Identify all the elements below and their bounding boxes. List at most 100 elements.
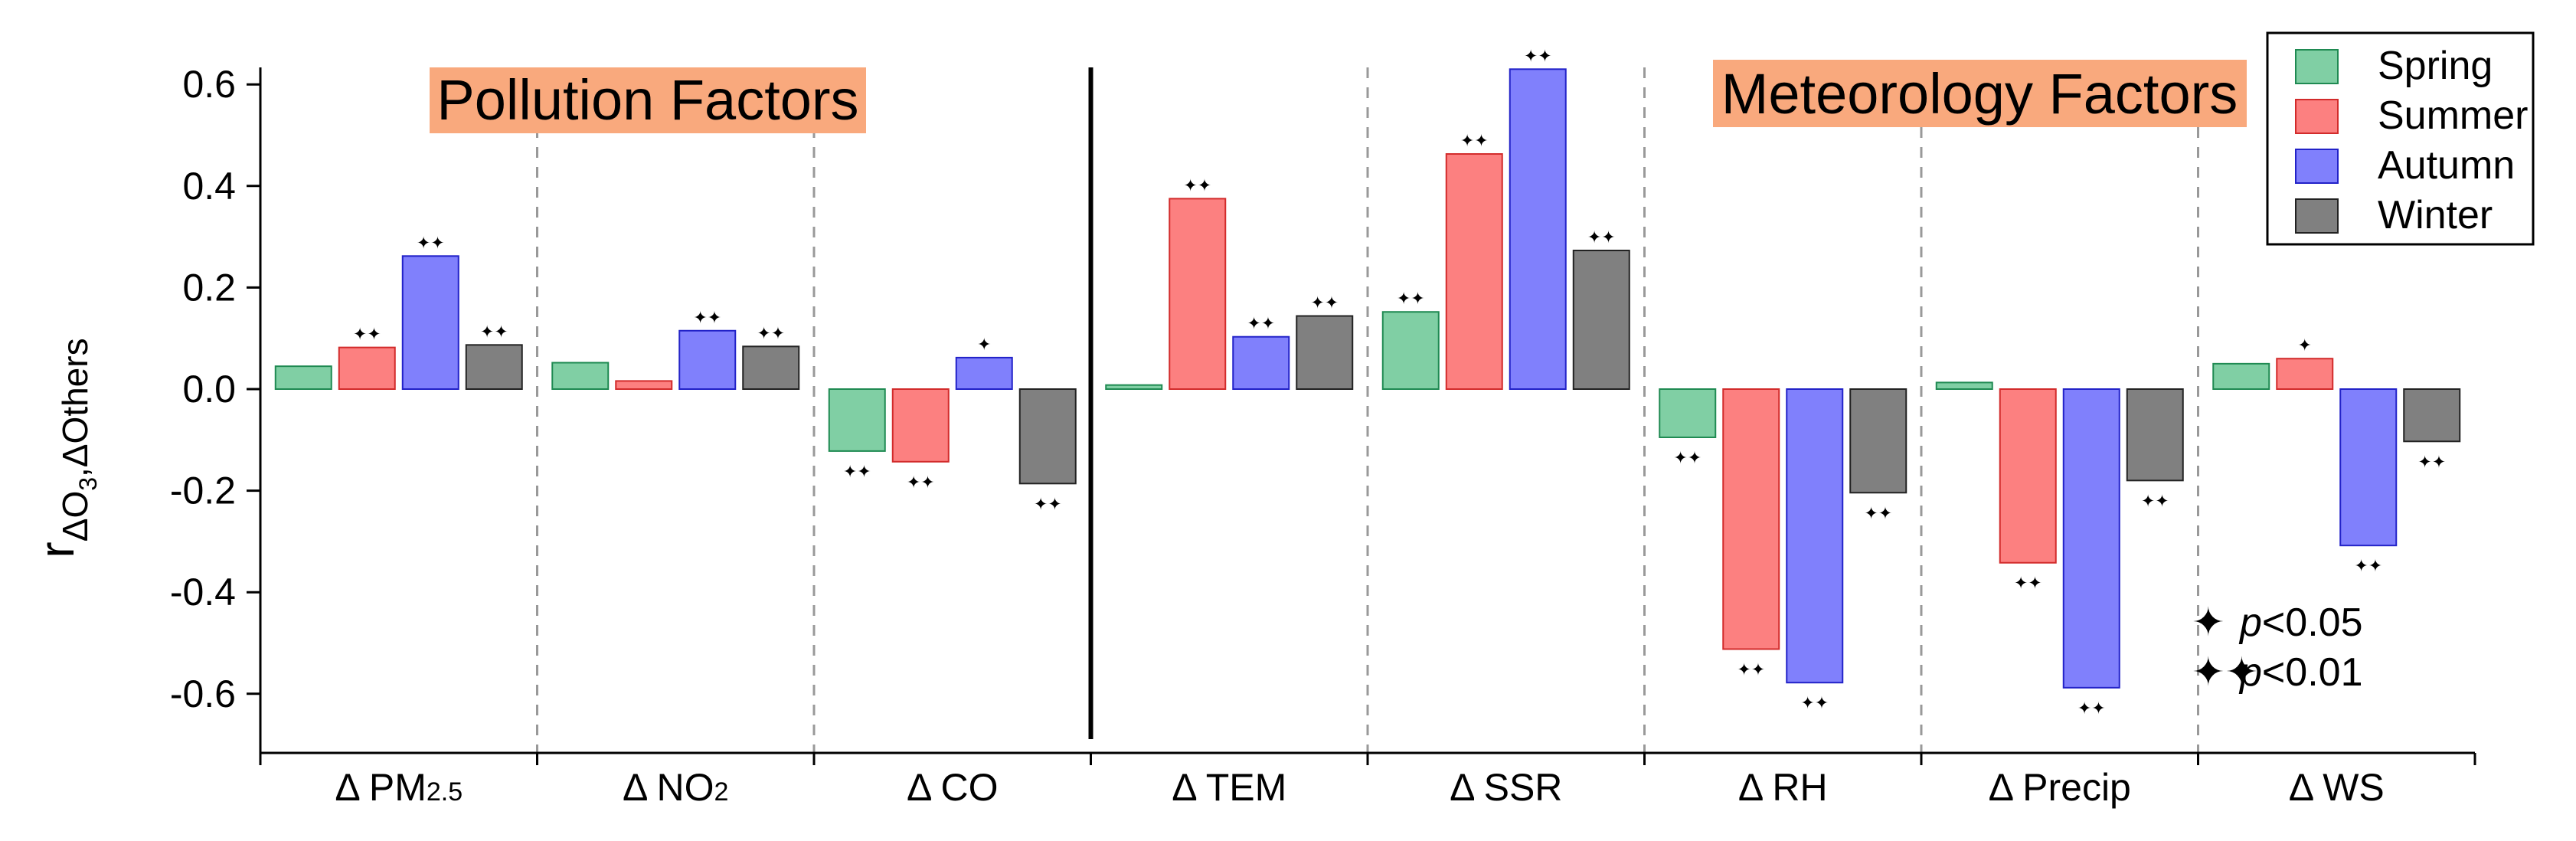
significance-marker: ✦✦ — [2354, 557, 2382, 576]
axes-layer: -0.6 -0.4 -0.2 0.0 0.2 0.4 0.6 Δ PM2.5 Δ NO2 Δ CO… — [170, 63, 2476, 809]
legend-swatch-spring — [2295, 49, 2339, 84]
meteorology-panel-label: Meteorology Factors — [1721, 62, 2238, 126]
bar-spring — [828, 388, 886, 452]
bar-winter — [742, 345, 800, 391]
significance-markers-layer: ✦✦✦✦✦✦✦✦✦✦✦✦✦✦✦✦✦✦✦✦✦✦✦✦✦✦✦✦✦✦ ✦✦✦✦✦✦ ✦✦✦✦… — [353, 47, 2446, 718]
significance-marker: ✦✦ — [1587, 228, 1616, 247]
bar-summer — [1722, 388, 1780, 650]
bar-summer — [1169, 198, 1227, 390]
x-category-label-main: Δ SSR — [1450, 766, 1562, 809]
significance-marker: ✦✦ — [2141, 492, 2169, 511]
x-category-label-main: Δ PM — [335, 766, 427, 809]
significance-marker: ✦✦ — [693, 309, 721, 328]
y-tick-label: -0.2 — [170, 470, 236, 512]
x-category-label: Δ NO2 — [623, 766, 728, 809]
y-tick-label: 0.6 — [182, 63, 236, 106]
y-tick-label: -0.6 — [170, 672, 236, 715]
significance-marker: ✦✦ — [843, 463, 871, 482]
significance-marker: ✦✦ — [1673, 449, 1702, 468]
legend-swatch-summer — [2295, 99, 2339, 134]
y-axis-label-sub2: ,ΔOthers — [55, 338, 95, 477]
bar-autumn — [678, 329, 737, 391]
bar-autumn — [2062, 388, 2120, 689]
sig-key-single-symbol: ✦ — [2192, 600, 2225, 645]
x-category-label-main: Δ Precip — [1989, 766, 2131, 809]
significance-marker: ✦ — [977, 335, 991, 355]
sig-key-p001-italic: p — [2238, 650, 2262, 695]
bar-winter — [1296, 315, 1354, 391]
significance-marker: ✦✦ — [1524, 47, 1552, 66]
bar-spring — [1935, 381, 1993, 391]
x-category-label: Δ TEM — [1172, 766, 1286, 809]
bar-spring — [1381, 311, 1440, 390]
significance-marker: ✦✦ — [1247, 315, 1275, 334]
sig-key-p005-italic: p — [2238, 600, 2262, 645]
x-category-label-main: Δ NO — [623, 766, 714, 809]
y-tick-label: 0.0 — [182, 368, 236, 411]
significance-marker: ✦✦ — [480, 322, 508, 342]
sig-key-p001: p<0.01 — [2238, 650, 2363, 695]
x-category-label-main: Δ TEM — [1172, 766, 1286, 809]
bar-autumn — [401, 255, 459, 390]
bar-spring — [2212, 362, 2270, 391]
sig-key-p005-rest: <0.05 — [2262, 600, 2363, 645]
x-category-label: Δ RH — [1738, 766, 1828, 809]
x-category-label-sub: 2 — [714, 777, 729, 807]
legend-label-summer: Summer — [2378, 93, 2528, 138]
svg-text:rΔO3,ΔOthers: rΔO3,ΔOthers — [29, 338, 102, 558]
y-tick-label: 0.4 — [182, 165, 236, 208]
significance-marker: ✦✦ — [1864, 504, 1892, 523]
legend-label-winter: Winter — [2378, 193, 2493, 237]
significance-marker: ✦✦ — [907, 473, 935, 492]
bar-spring — [274, 365, 332, 391]
significance-marker: ✦✦ — [1460, 132, 1489, 151]
bar-winter — [1572, 250, 1630, 390]
bar-winter — [465, 344, 523, 390]
bar-summer — [615, 380, 673, 390]
x-category-label-sub: 2.5 — [427, 777, 463, 807]
significance-marker: ✦✦ — [417, 234, 445, 253]
legend-swatch-winter — [2295, 198, 2339, 234]
significance-marker: ✦✦ — [353, 326, 381, 345]
bar-autumn — [955, 356, 1013, 391]
legend-swatch-autumn — [2295, 149, 2339, 184]
y-tick-label: -0.4 — [170, 571, 236, 614]
bar-winter — [1849, 388, 1907, 494]
bar-winter — [1018, 388, 1077, 485]
legend: Spring Summer Autumn Winter — [2266, 31, 2535, 246]
bar-summer — [1999, 388, 2057, 564]
x-category-label: Δ SSR — [1450, 766, 1562, 809]
legend-label-spring: Spring — [2378, 44, 2493, 88]
y-axis-label-main: r — [29, 542, 84, 558]
significance-marker: ✦✦ — [1397, 290, 1425, 309]
x-category-label-main: Δ CO — [907, 766, 999, 809]
separator-layer — [536, 67, 2199, 753]
bar-spring — [551, 362, 610, 390]
bar-summer — [891, 388, 950, 463]
x-category-label: Δ PM2.5 — [335, 766, 463, 809]
bar-autumn — [1509, 68, 1567, 390]
meteorology-panel-label-bg — [1713, 60, 2247, 127]
bar-winter — [2403, 388, 2461, 443]
bar-autumn — [1786, 388, 1844, 684]
significance-marker: ✦✦ — [2077, 699, 2106, 718]
bar-spring — [1659, 388, 1717, 438]
bar-summer — [2276, 358, 2334, 390]
significance-marker: ✦✦ — [2417, 453, 2446, 472]
significance-marker: ✦✦ — [1034, 495, 1062, 514]
x-category-label: Δ WS — [2289, 766, 2385, 809]
x-category-label: Δ CO — [907, 766, 999, 809]
y-axis-label-sub-digit: 3 — [74, 477, 102, 491]
bar-autumn — [1232, 335, 1290, 390]
bar-winter — [2126, 388, 2184, 482]
significance-marker: ✦✦ — [1800, 694, 1829, 713]
bar-summer — [338, 346, 396, 391]
y-axis-label: rΔO3,ΔOthers — [29, 338, 102, 558]
significance-marker: ✦ — [2298, 336, 2312, 355]
legend-label-autumn: Autumn — [2378, 143, 2515, 188]
y-axis-label-sub1: ΔO — [55, 491, 95, 542]
bars-layer — [274, 68, 2461, 689]
sig-key-p001-rest: <0.01 — [2262, 650, 2363, 695]
sig-key-p005: p<0.05 — [2238, 600, 2363, 645]
